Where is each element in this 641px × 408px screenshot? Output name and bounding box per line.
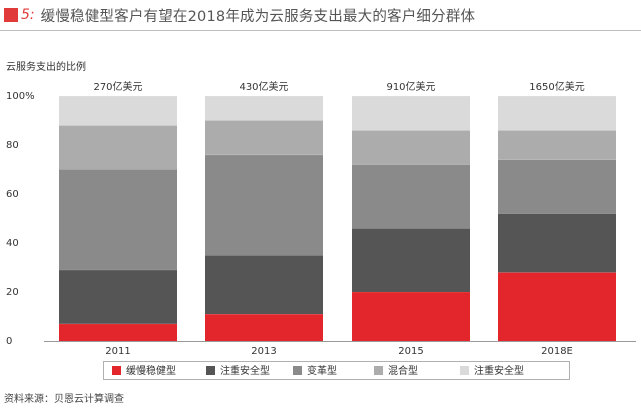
bar-segment (352, 96, 470, 131)
y-axis-label: 云服务支出的比例 (6, 60, 86, 73)
bar-segment (498, 272, 616, 341)
y-tick-label: 0 (6, 336, 12, 347)
bar-segment (59, 96, 177, 126)
bar-segment (352, 292, 470, 341)
bar-segment (352, 130, 470, 165)
bar-segment (59, 323, 177, 341)
bar-segment (205, 154, 323, 256)
bar-segment (205, 120, 323, 155)
legend-label: 注重安全型 (220, 364, 270, 377)
bar-segment (205, 314, 323, 341)
bar-segment (498, 130, 616, 160)
legend-swatch (293, 366, 302, 375)
figure-number: 5: (21, 7, 35, 23)
legend-label: 混合型 (388, 364, 418, 377)
chart-header: 5: 缓慢稳健型客户有望在2018年成为云服务支出最大的客户细分群体 (4, 2, 475, 28)
bar-total-label: 430亿美元 (239, 80, 288, 93)
chart-title: 缓慢稳健型客户有望在2018年成为云服务支出最大的客户细分群体 (40, 8, 476, 25)
y-tick-label: 80 (6, 140, 19, 151)
bar-total-label: 270亿美元 (93, 80, 142, 93)
y-tick-label: 20 (6, 287, 19, 298)
legend-swatch (206, 366, 215, 375)
y-tick-label: 100% (6, 91, 35, 102)
legend-box (103, 361, 570, 380)
source-note: 资料来源：贝恩云计算调查 (4, 394, 124, 405)
bar-segment (59, 125, 177, 170)
y-tick-label: 60 (6, 189, 19, 200)
x-tick-label: 2011 (105, 346, 130, 357)
bar-segment (352, 164, 470, 229)
bar-segment (59, 169, 177, 270)
legend-swatch (374, 366, 383, 375)
y-tick-label: 40 (6, 238, 19, 249)
bar-segment (352, 228, 470, 292)
bar-segment (498, 213, 616, 273)
bar-segment (498, 96, 616, 131)
legend-swatch (112, 366, 121, 375)
bar-segment (498, 159, 616, 214)
x-tick-label: 2015 (398, 346, 423, 357)
bar-total-label: 910亿美元 (386, 80, 435, 93)
legend-label: 缓慢稳健型 (126, 364, 176, 377)
bar-total-label: 1650亿美元 (529, 80, 584, 93)
header-divider (0, 30, 641, 31)
bar-segment (59, 269, 177, 324)
bar-segment (205, 96, 323, 121)
legend-label: 注重安全型 (474, 364, 524, 377)
figure-icon (4, 8, 18, 22)
x-tick-label: 2013 (251, 346, 276, 357)
x-tick-label: 2018E (541, 346, 573, 357)
legend-label: 变革型 (307, 364, 337, 377)
bar-segment (205, 255, 323, 315)
legend-swatch (460, 366, 469, 375)
